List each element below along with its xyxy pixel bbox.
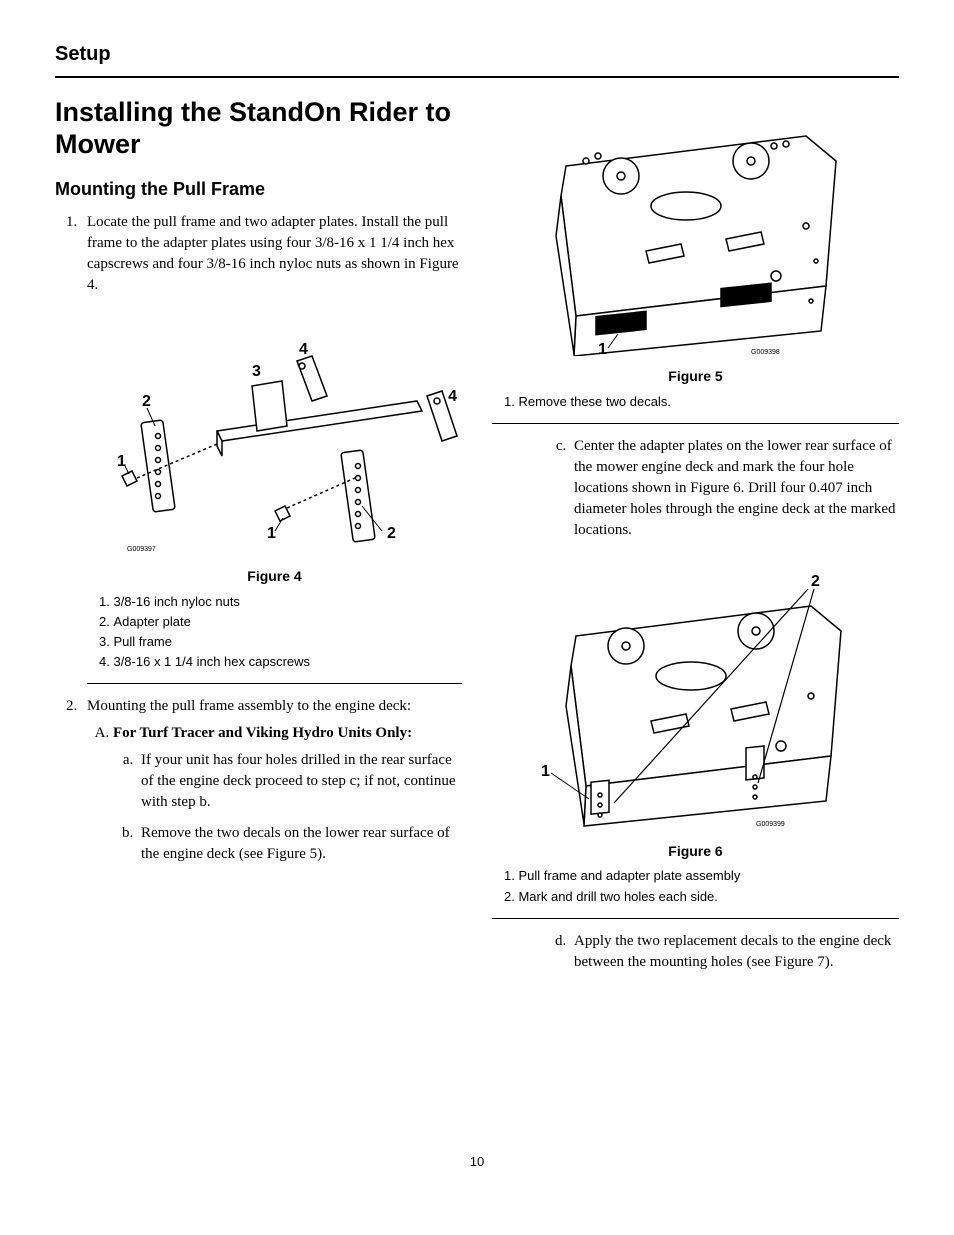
figure-4-caption: Figure 4 xyxy=(87,567,462,587)
section-header: Setup xyxy=(55,40,899,68)
fig4-legend-4: 3/8-16 x 1 1/4 inch hex capscrews xyxy=(87,653,462,671)
fig6-rule xyxy=(492,918,899,919)
figure-5-caption: Figure 5 xyxy=(492,367,899,387)
left-column: Installing the StandOn Rider to Mower Mo… xyxy=(55,96,462,983)
step-1-text: Locate the pull frame and two adapter pl… xyxy=(87,214,459,293)
figure-6-block: 2 1 G009399 Figure 6 xyxy=(492,551,899,862)
figure-4-drawing: 2 1 3 4 4 1 2 xyxy=(87,306,467,556)
step-2: Mounting the pull frame assembly to the … xyxy=(81,696,462,865)
svg-text:4: 4 xyxy=(299,341,308,358)
fig4-legend-2: Adapter plate xyxy=(87,613,462,631)
page-title: Installing the StandOn Rider to Mower xyxy=(55,96,462,161)
svg-text:1: 1 xyxy=(267,525,276,542)
figure-5-block: 1 G009398 Figure 5 xyxy=(492,106,899,387)
figure-6-id: G009399 xyxy=(756,821,785,828)
svg-text:4: 4 xyxy=(448,388,457,405)
step-2-sublist: For Turf Tracer and Viking Hydro Units O… xyxy=(87,723,462,865)
step-2A-a: If your unit has four holes drilled in t… xyxy=(137,750,462,813)
figure-6-caption: Figure 6 xyxy=(492,842,899,862)
figure-6-drawing: 2 1 G009399 xyxy=(526,551,866,831)
step-1: Locate the pull frame and two adapter pl… xyxy=(81,212,462,684)
figure-5-drawing: 1 G009398 xyxy=(526,106,866,356)
figure-5-id: G009398 xyxy=(751,349,780,356)
svg-text:1: 1 xyxy=(541,763,550,780)
header-rule xyxy=(55,76,899,78)
step-2A-b: Remove the two decals on the lower rear … xyxy=(137,823,462,865)
figure-5-legend: Remove these two decals. xyxy=(492,393,899,411)
figure-6-legend: Pull frame and adapter plate assembly Ma… xyxy=(492,867,899,905)
figure-4-block: 2 1 3 4 4 1 2 xyxy=(87,306,462,587)
svg-text:2: 2 xyxy=(387,525,396,542)
step-2A-c: Center the adapter plates on the lower r… xyxy=(570,436,899,541)
figure-4-id: G009397 xyxy=(127,546,156,553)
fig6-legend-2: Mark and drill two holes each side. xyxy=(492,888,899,906)
right-column: 1 G009398 Figure 5 Remove these two deca… xyxy=(492,96,899,983)
subsection-title: Mounting the Pull Frame xyxy=(55,177,462,202)
svg-text:1: 1 xyxy=(117,453,126,470)
svg-text:2: 2 xyxy=(811,573,820,590)
fig6-legend-1: Pull frame and adapter plate assembly xyxy=(492,867,899,885)
step-2A-label: For Turf Tracer and Viking Hydro Units O… xyxy=(113,725,412,741)
fig4-legend-3: Pull frame xyxy=(87,633,462,651)
step-2A-sublist-cont: Center the adapter plates on the lower r… xyxy=(546,436,899,541)
page-number: 10 xyxy=(55,1153,899,1171)
fig4-rule xyxy=(87,683,462,684)
fig4-legend-1: 3/8-16 inch nyloc nuts xyxy=(87,593,462,611)
svg-text:1: 1 xyxy=(598,341,607,356)
step-2A: For Turf Tracer and Viking Hydro Units O… xyxy=(113,723,462,865)
content-columns: Installing the StandOn Rider to Mower Mo… xyxy=(55,96,899,983)
step-2A-sublist-cont2: Apply the two replacement decals to the … xyxy=(546,931,899,973)
step-2-intro: Mounting the pull frame assembly to the … xyxy=(87,698,411,714)
fig5-legend-1: Remove these two decals. xyxy=(492,393,899,411)
figure-4-legend: 3/8-16 inch nyloc nuts Adapter plate Pul… xyxy=(87,593,462,672)
step-2A-d: Apply the two replacement decals to the … xyxy=(570,931,899,973)
step-2A-sublist: If your unit has four holes drilled in t… xyxy=(113,750,462,865)
fig5-rule xyxy=(492,423,899,424)
svg-text:3: 3 xyxy=(252,363,261,380)
main-steps-list: Locate the pull frame and two adapter pl… xyxy=(55,212,462,865)
svg-text:2: 2 xyxy=(142,393,151,410)
